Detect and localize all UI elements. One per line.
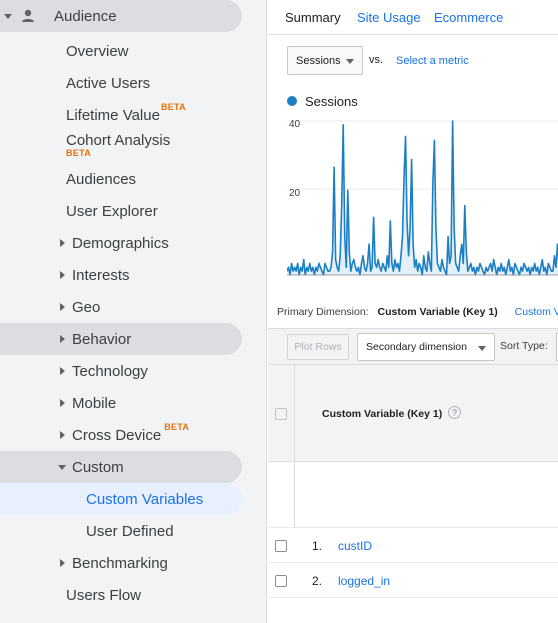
tab-ecommerce[interactable]: Ecommerce	[434, 10, 504, 25]
sidebar-item-benchmarking[interactable]: Benchmarking	[0, 547, 168, 579]
chevron-right-icon	[60, 399, 65, 407]
sidebar-item-active-users[interactable]: Active Users	[0, 67, 150, 99]
row-number: 1.	[312, 539, 323, 553]
totals-row	[268, 462, 558, 528]
vs-label: vs.	[369, 54, 384, 66]
help-icon[interactable]: ?	[448, 406, 461, 419]
chevron-right-icon	[60, 335, 65, 343]
sidebar-item-label: Active Users	[66, 74, 151, 92]
sidebar-item-user-explorer[interactable]: User Explorer	[0, 195, 158, 227]
tabs-divider	[268, 34, 558, 35]
chevron-right-icon	[60, 559, 65, 567]
chevron-down-icon	[4, 13, 12, 19]
sidebar-item-cross-device[interactable]: Cross Device BETA	[0, 419, 189, 451]
sessions-chart: 40 20	[287, 119, 558, 276]
select-metric-link[interactable]: Select a metric	[396, 55, 469, 67]
metric-dropdown-label: Sessions	[296, 54, 341, 67]
series-area	[287, 121, 558, 275]
sidebar-item-label: Interests	[72, 266, 130, 284]
sidebar-item-label: Custom	[72, 458, 124, 476]
sidebar-item-label: Custom Variables	[86, 490, 204, 508]
y-tick-label: 20	[289, 188, 301, 199]
sidebar-item-label: User Explorer	[66, 202, 158, 220]
chevron-right-icon	[60, 303, 65, 311]
sort-type-dropdown[interactable]	[556, 333, 558, 361]
beta-badge: BETA	[164, 422, 190, 432]
primary-dimension-current: Custom Variable (Key 1)	[377, 306, 498, 318]
sidebar-item-label: Overview	[66, 42, 129, 60]
row-number: 2.	[312, 574, 323, 588]
sidebar-item-custom-variables[interactable]: Custom Variables	[0, 483, 242, 515]
sidebar-item-interests[interactable]: Interests	[0, 259, 130, 291]
sidebar-item-geo[interactable]: Geo	[0, 291, 100, 323]
sidebar-item-label: Geo	[72, 298, 101, 316]
chevron-right-icon	[60, 431, 65, 439]
sidebar-item-label: Users Flow	[66, 586, 142, 604]
row-value-link[interactable]: custID	[338, 539, 373, 553]
sort-type-label: Sort Type:	[500, 340, 548, 352]
chevron-right-icon	[60, 367, 65, 375]
sidebar-item-label: Technology	[72, 362, 148, 380]
secondary-dimension-label: Secondary dimension	[366, 341, 467, 353]
beta-badge: BETA	[160, 102, 186, 112]
tab-site-usage[interactable]: Site Usage	[357, 10, 421, 25]
table-row[interactable]: 1. custID	[268, 529, 558, 563]
sidebar-item-audience[interactable]: Audience	[0, 0, 242, 32]
row-checkbox[interactable]	[275, 575, 287, 587]
data-table: Custom Variable (Key 1) ? 1. custID 2. l…	[268, 364, 558, 598]
sidebar-item-behavior[interactable]: Behavior	[0, 323, 242, 355]
sidebar-item-mobile[interactable]: Mobile	[0, 387, 116, 419]
sidebar-item-technology[interactable]: Technology	[0, 355, 148, 387]
sidebar-item-label: Mobile	[72, 394, 117, 412]
sidebar-item-lifetime-value[interactable]: Lifetime Value BETA	[0, 99, 186, 131]
sidebar-item-audiences[interactable]: Audiences	[0, 163, 136, 195]
primary-dimension-label: Primary Dimension:	[277, 306, 369, 318]
sidebar-item-user-defined[interactable]: User Defined	[0, 515, 174, 547]
primary-dimension-bar: Primary Dimension: Custom Variable (Key …	[277, 306, 558, 318]
sidebar-item-label: Demographics	[72, 234, 169, 252]
row-value-link[interactable]: logged_in	[338, 574, 391, 588]
sidebar-item-label: Benchmarking	[72, 554, 168, 572]
sidebar-item-users-flow[interactable]: Users Flow	[0, 579, 141, 611]
series-line	[287, 120, 558, 276]
select-all-checkbox[interactable]	[275, 408, 287, 420]
table-header: Custom Variable (Key 1) ?	[268, 365, 558, 462]
legend-label: Sessions	[305, 94, 358, 109]
sidebar-item-custom[interactable]: Custom	[0, 451, 242, 483]
y-tick-label: 40	[289, 119, 301, 130]
header-checkbox-cell	[268, 365, 295, 462]
secondary-dimension-dropdown[interactable]: Secondary dimension	[357, 333, 495, 361]
sidebar-item-label: Cohort Analysis	[66, 132, 171, 149]
tab-summary[interactable]: Summary	[285, 10, 341, 25]
chevron-right-icon	[60, 239, 65, 247]
person-icon	[22, 9, 34, 22]
plot-rows-button[interactable]: Plot Rows	[287, 334, 349, 360]
sidebar-item-label: Cross Device	[72, 426, 162, 444]
chevron-down-icon	[346, 59, 354, 64]
chevron-down-icon	[478, 346, 486, 351]
sidebar-item-label: Behavior	[72, 330, 132, 348]
metric-dropdown[interactable]: Sessions	[287, 46, 363, 75]
beta-badge: BETA	[66, 148, 92, 158]
table-toolbar: Plot Rows Secondary dimension Sort Type:	[268, 328, 558, 364]
sidebar-item-label: User Defined	[86, 522, 174, 540]
column-header[interactable]: Custom Variable (Key 1)	[322, 408, 443, 420]
sidebar-item-label: Audience	[54, 7, 117, 25]
sidebar: Audience Overview Active Users Lifetime …	[0, 0, 267, 623]
chevron-right-icon	[60, 271, 65, 279]
table-row[interactable]: 2. logged_in	[268, 564, 558, 598]
report-panel: Summary Site Usage Ecommerce Sessions vs…	[268, 0, 558, 623]
sidebar-item-overview[interactable]: Overview	[0, 35, 129, 67]
sidebar-item-cohort-analysis[interactable]: Cohort Analysis BETA	[66, 132, 170, 158]
totals-checkbox-cell	[268, 462, 295, 528]
sidebar-item-label: Lifetime Value	[66, 106, 160, 124]
sidebar-item-label: Audiences	[66, 170, 137, 188]
primary-dimension-option[interactable]: Custom V	[514, 306, 558, 318]
sidebar-item-demographics[interactable]: Demographics	[0, 227, 169, 259]
row-checkbox[interactable]	[275, 540, 287, 552]
legend-marker	[287, 96, 297, 106]
chevron-down-icon	[58, 464, 66, 470]
